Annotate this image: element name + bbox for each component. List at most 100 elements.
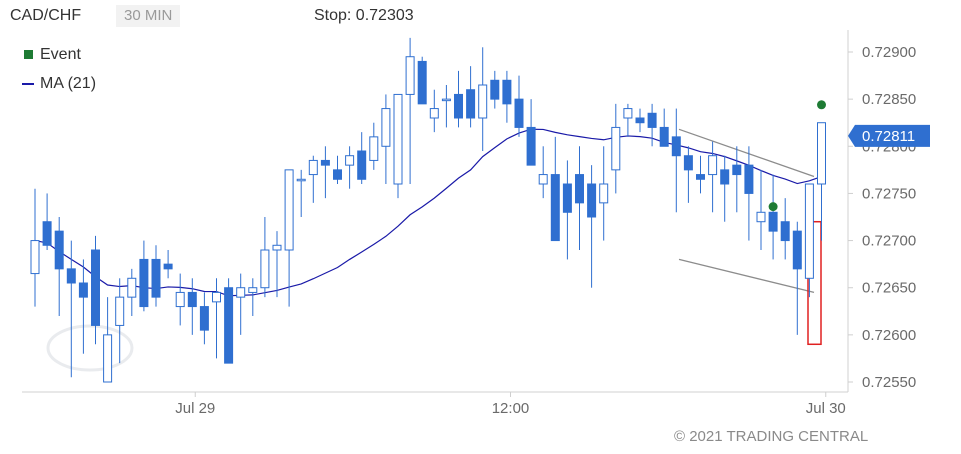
candle <box>187 278 197 335</box>
candle-body-down <box>417 60 427 105</box>
candle <box>369 122 379 170</box>
candle <box>30 188 40 307</box>
candle <box>538 146 548 199</box>
candle <box>780 198 790 260</box>
candle-body-up <box>756 211 766 223</box>
candle <box>139 240 149 312</box>
candle <box>199 292 209 345</box>
y-tick-label: 0.72600 <box>862 327 916 344</box>
candle <box>236 273 246 335</box>
candle <box>248 278 258 316</box>
candle-body-down <box>647 112 657 128</box>
candle <box>756 169 766 250</box>
candle-body-down <box>357 150 367 180</box>
candle <box>623 103 633 137</box>
stop-level-label: Stop: 0.72303 <box>314 7 414 24</box>
candle <box>720 155 730 222</box>
candle-body-down <box>333 169 342 180</box>
channel-upper-line <box>678 128 815 178</box>
legend-event-label: Event <box>40 46 81 63</box>
candle-body-up <box>115 296 125 326</box>
candle-body-down <box>696 174 705 180</box>
candle <box>103 297 113 383</box>
candle-body-up <box>478 84 488 119</box>
candle-body-down <box>490 79 500 100</box>
candle-body-up <box>308 159 318 176</box>
candle-body-up <box>345 155 355 166</box>
y-tick-label: 0.72550 <box>862 374 916 391</box>
candle <box>78 259 88 354</box>
symbol-label: CAD/CHF <box>10 7 82 24</box>
candle <box>466 66 476 128</box>
candle <box>175 273 185 326</box>
candle-body-up <box>441 98 451 102</box>
legend-ma-label: MA (21) <box>40 75 97 92</box>
candle-body-up <box>381 108 391 147</box>
candle-body-up <box>30 240 40 275</box>
candle-body-down <box>151 258 161 298</box>
candle-body-down <box>768 211 778 232</box>
candle-body-down <box>587 183 597 218</box>
candle <box>671 108 681 213</box>
candle <box>308 155 318 203</box>
candle-body-down <box>562 183 572 213</box>
candle-body-up <box>599 183 609 204</box>
candle-body-down <box>744 164 754 194</box>
event-marker-icon <box>24 50 33 59</box>
candle <box>163 250 173 279</box>
y-tick-label: 0.72900 <box>862 44 916 61</box>
candle-body-up <box>175 291 185 308</box>
candle <box>212 278 221 359</box>
candle <box>768 174 778 260</box>
candle-body-down <box>320 159 330 166</box>
candle-body-down <box>91 249 100 326</box>
ma-line <box>34 128 822 297</box>
event-marker <box>768 202 778 212</box>
candle <box>320 146 330 199</box>
candle <box>478 47 488 151</box>
candle <box>744 146 754 241</box>
candle-body-down <box>54 230 64 270</box>
candle <box>417 56 427 105</box>
candle <box>260 217 270 298</box>
trading-central-watermark <box>46 324 134 372</box>
candle-body-up <box>817 122 826 185</box>
candle-body-up <box>429 108 439 119</box>
candle <box>296 169 306 217</box>
candle <box>393 93 403 199</box>
candle <box>151 245 161 307</box>
candle-body-down <box>199 306 209 331</box>
candle <box>635 108 645 133</box>
y-tick-label: 0.72650 <box>862 280 916 297</box>
timeframe-badge[interactable]: 30 MIN <box>116 5 181 27</box>
channel-lower-line <box>678 258 815 294</box>
candle-body-up <box>260 249 270 289</box>
candle <box>526 99 536 166</box>
candle-body-up <box>804 183 814 279</box>
candle-body-down <box>454 93 463 119</box>
ma-line-icon <box>22 83 34 85</box>
candle-body-up <box>236 287 246 298</box>
last-price-label: 0.72811 <box>862 128 915 145</box>
candle-body-up <box>405 56 415 95</box>
candle <box>587 165 597 288</box>
candle-body-up <box>212 291 221 303</box>
candle <box>357 132 367 184</box>
candle <box>599 146 609 241</box>
candle-body-down <box>526 126 536 166</box>
y-tick-label: 0.72750 <box>862 185 916 202</box>
legend-item-event: Event <box>24 45 81 65</box>
candle-body-up <box>708 155 718 176</box>
candle <box>575 146 584 250</box>
candle-body-down <box>792 230 802 270</box>
candle <box>345 146 355 189</box>
candle <box>115 278 125 364</box>
candle <box>562 160 572 260</box>
candle <box>708 141 718 213</box>
candle-body-down <box>575 174 584 204</box>
candle-body-down <box>502 79 512 105</box>
candle <box>696 155 705 194</box>
candle-body-down <box>187 291 197 308</box>
candle-body-down <box>78 282 88 298</box>
